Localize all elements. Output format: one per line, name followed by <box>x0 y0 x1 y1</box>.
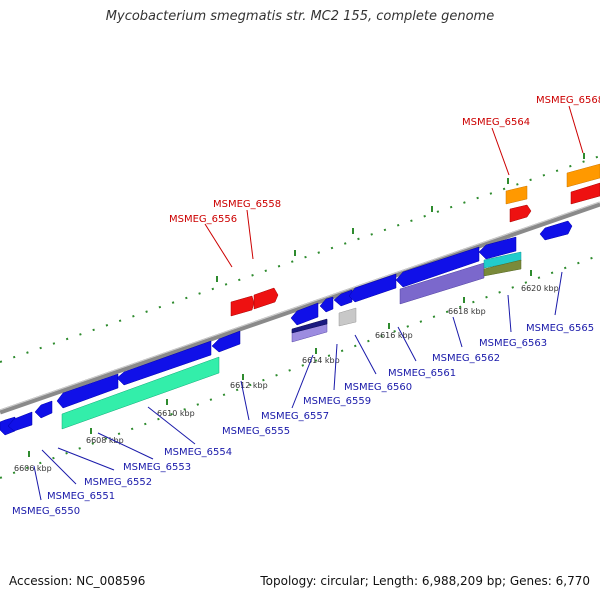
kbp-label-6616: 6616 kbp <box>375 331 413 340</box>
gene-arrow-msmeg-6555-bar[interactable] <box>61 356 220 430</box>
kbp-label-6612: 6612 kbp <box>230 381 268 390</box>
accession-text: Accession: NC_008596 <box>9 574 146 588</box>
forward-strand-genes <box>230 163 600 317</box>
reverse-leader-lines <box>33 271 563 501</box>
genome-backbone-highlight <box>0 201 600 411</box>
kbp-label-6620: 6620 kbp <box>521 284 559 293</box>
gene-arrow-msmeg-6568[interactable] <box>570 182 600 205</box>
gene-arrow-msmeg-6561[interactable] <box>348 273 397 303</box>
gene-arrow-msmeg-6564-top[interactable] <box>505 185 528 205</box>
genome-summary-text: Topology: circular; Length: 6,988,209 bp… <box>260 574 590 588</box>
gene-label-msmeg-6556[interactable]: MSMEG_6556 <box>169 214 237 225</box>
gene-label-msmeg-6563[interactable]: MSMEG_6563 <box>479 338 547 349</box>
feature-bar-msmeg-6557-dark[interactable] <box>291 318 328 334</box>
gene-arrow-msmeg-6564[interactable] <box>509 204 532 223</box>
gene-arrow-msmeg-6558[interactable] <box>253 287 279 310</box>
gene-label-msmeg-6560[interactable]: MSMEG_6560 <box>344 382 412 393</box>
gene-arrow-msmeg-6555[interactable] <box>211 330 241 353</box>
gene-label-msmeg-6550[interactable]: MSMEG_6550 <box>12 506 80 517</box>
map-title: Mycobacterium smegmatis str. MC2 155, co… <box>105 9 495 24</box>
gene-arrow-msmeg-6568-top[interactable] <box>566 163 600 188</box>
gene-label-msmeg-6554[interactable]: MSMEG_6554 <box>164 447 232 458</box>
gene-label-msmeg-6568[interactable]: MSMEG_6568 <box>536 95 600 106</box>
gene-label-msmeg-6557[interactable]: MSMEG_6557 <box>261 411 329 422</box>
gene-label-msmeg-6553[interactable]: MSMEG_6553 <box>123 462 191 473</box>
gene-arrow-msmeg-6550[interactable] <box>0 416 16 436</box>
kbp-label-6610: 6610 kbp <box>157 409 195 418</box>
gene-label-msmeg-6561[interactable]: MSMEG_6561 <box>388 368 456 379</box>
kbp-label-6614: 6614 kbp <box>302 356 340 365</box>
kbp-label-6608: 6608 kbp <box>86 436 124 445</box>
gene-arrow-msmeg-6552[interactable] <box>34 400 53 419</box>
gene-arrow-msmeg-6551[interactable] <box>7 411 33 432</box>
kbp-label-6618: 6618 kbp <box>448 307 486 316</box>
gene-label-msmeg-6559[interactable]: MSMEG_6559 <box>303 396 371 407</box>
tick-marks <box>28 153 585 457</box>
lower-tick-track <box>0 254 600 479</box>
gene-arrow-msmeg-6553[interactable] <box>56 373 119 409</box>
forward-leader-lines <box>204 105 584 268</box>
gene-arrow-msmeg-6559[interactable] <box>319 296 334 313</box>
feature-bar-msmeg-6559-grey[interactable] <box>338 307 357 327</box>
feature-bar-msmeg-6563-olive[interactable] <box>483 259 522 277</box>
reverse-strand-genes <box>0 220 573 436</box>
gene-arrow-msmeg-6560[interactable] <box>333 289 353 307</box>
gene-arrow-msmeg-6554[interactable] <box>116 340 212 386</box>
gene-label-msmeg-6551[interactable]: MSMEG_6551 <box>47 491 115 502</box>
kbp-label-6606: 6606 kbp <box>14 464 52 473</box>
gene-label-msmeg-6555[interactable]: MSMEG_6555 <box>222 426 290 437</box>
gene-label-msmeg-6562[interactable]: MSMEG_6562 <box>432 353 500 364</box>
gene-arrow-msmeg-6565[interactable] <box>539 220 573 241</box>
gene-arrow-msmeg-6557[interactable] <box>290 302 319 326</box>
gene-arrow-msmeg-6562[interactable] <box>395 246 480 288</box>
gene-arrow-msmeg-6563[interactable] <box>478 236 517 260</box>
gene-arrow-msmeg-6556[interactable] <box>230 295 255 317</box>
gene-label-msmeg-6564[interactable]: MSMEG_6564 <box>462 117 530 128</box>
gene-label-msmeg-6565[interactable]: MSMEG_6565 <box>526 323 594 334</box>
feature-bar-msmeg-6562[interactable] <box>399 262 485 305</box>
gene-label-msmeg-6552[interactable]: MSMEG_6552 <box>84 477 152 488</box>
gene-label-msmeg-6558[interactable]: MSMEG_6558 <box>213 199 281 210</box>
genome-backbone <box>0 201 600 415</box>
